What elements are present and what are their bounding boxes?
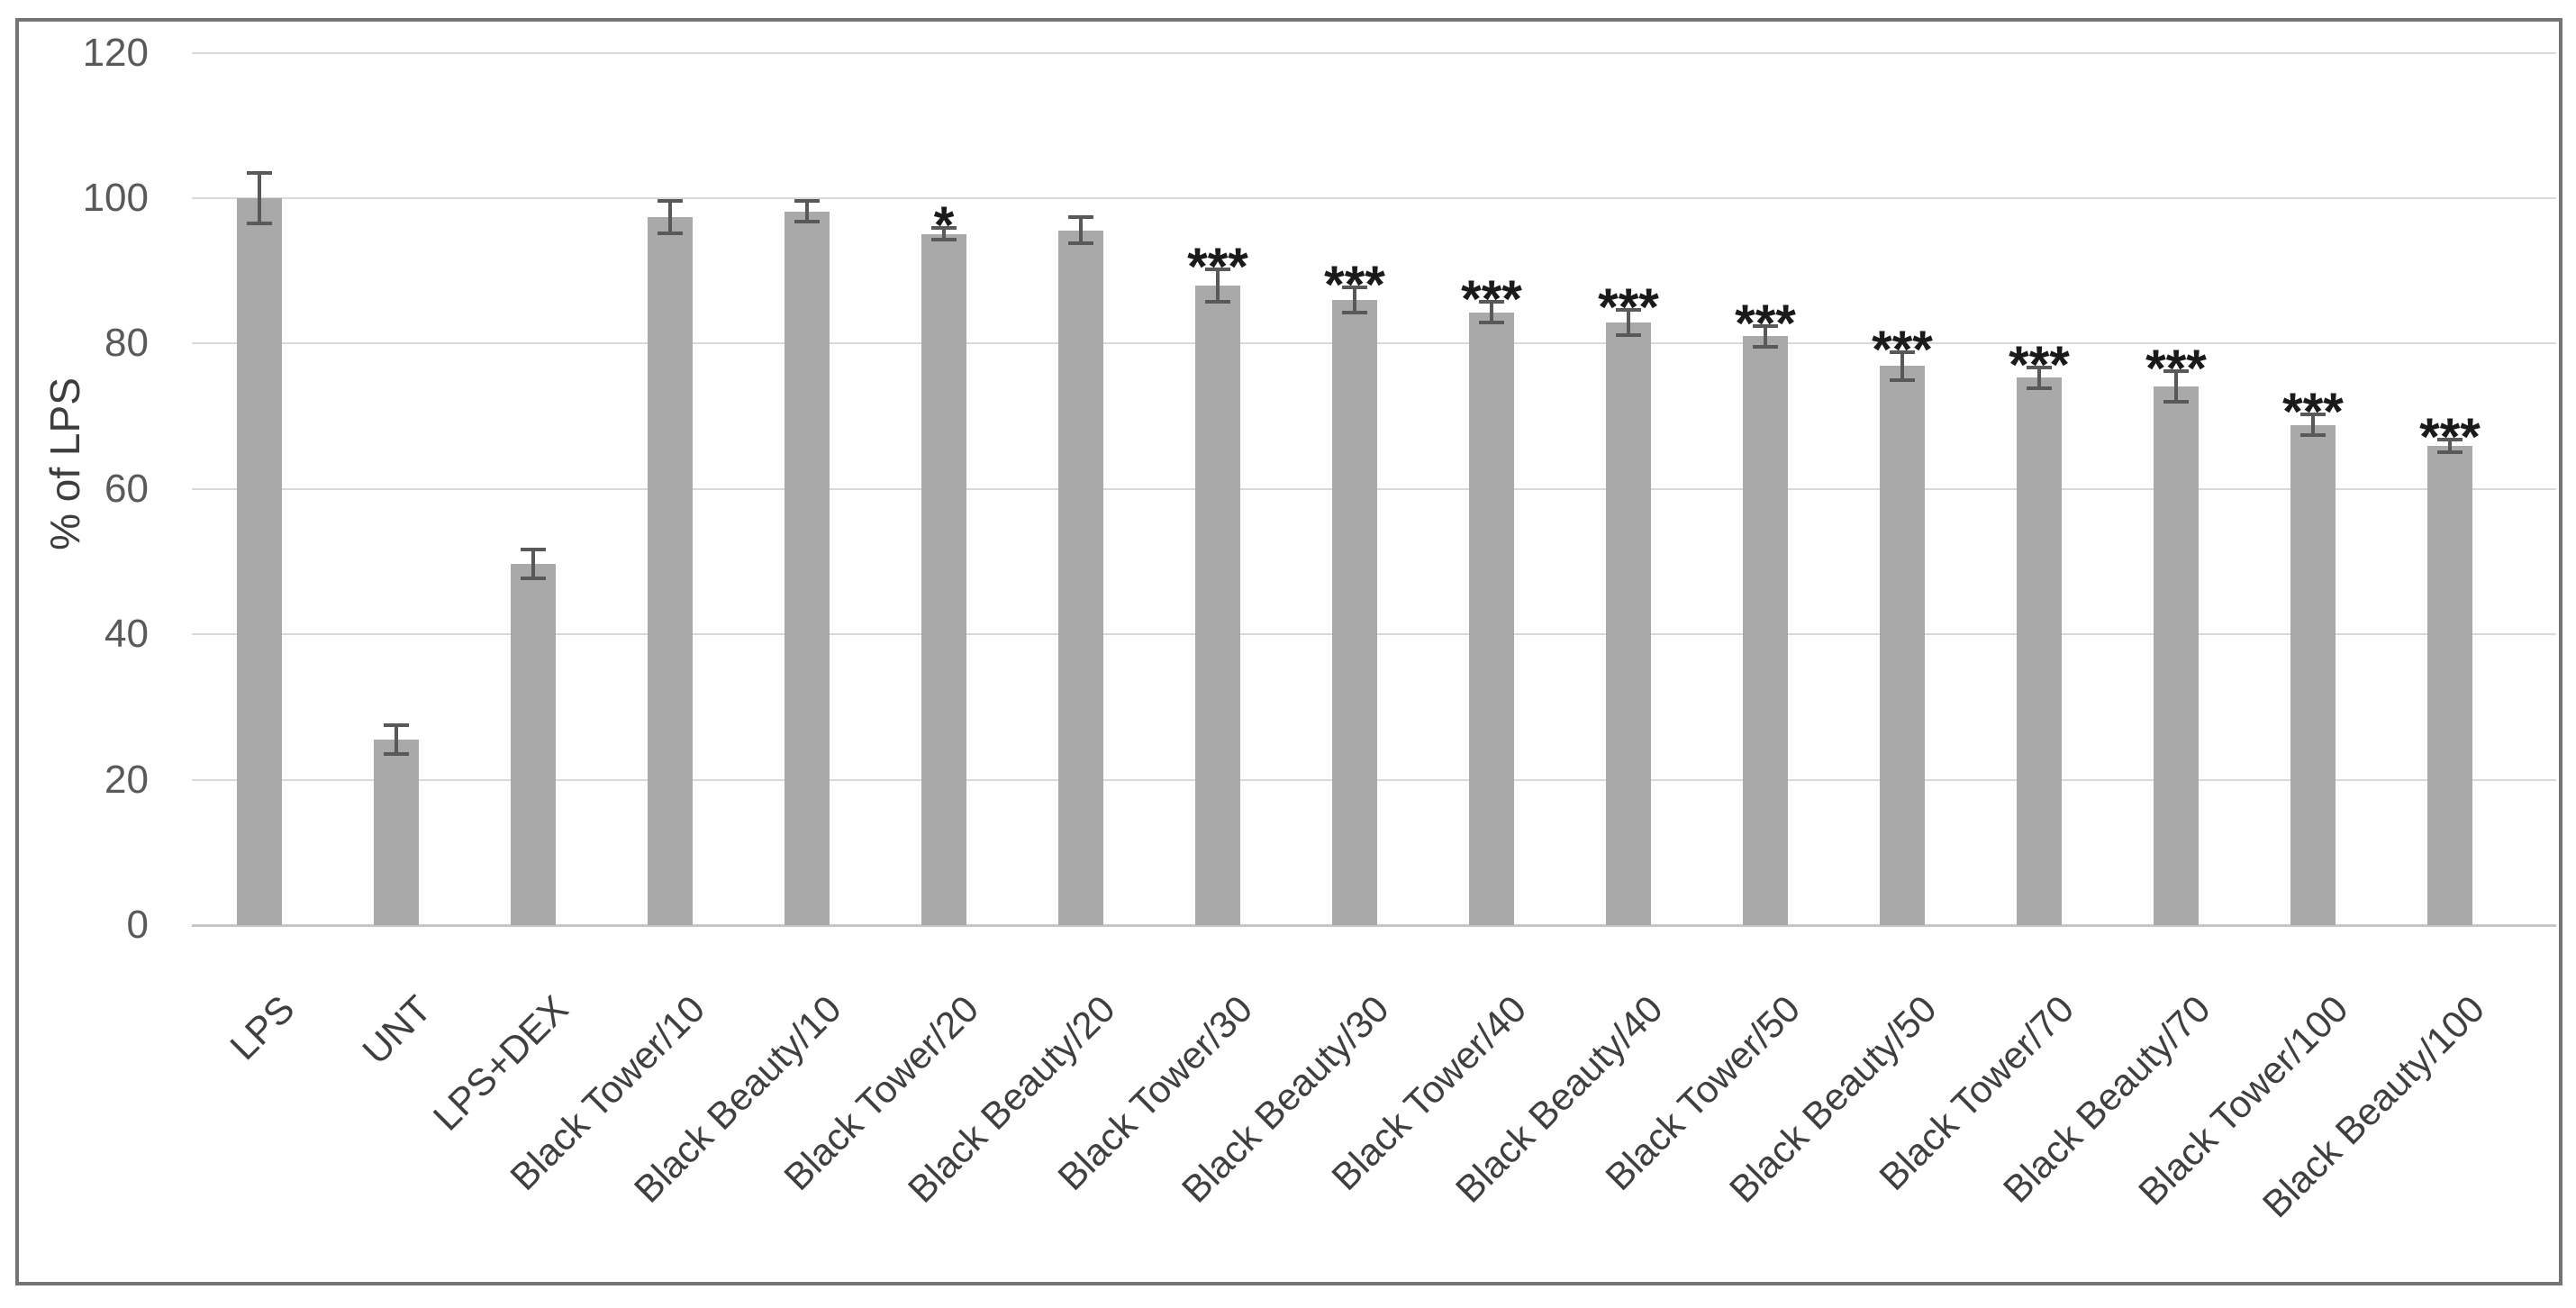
error-bar-cap-bottom [658, 231, 683, 235]
x-axis-line [192, 924, 2556, 927]
significance-marker: *** [1735, 295, 1796, 354]
bar [2017, 377, 2062, 925]
bar [2427, 446, 2472, 925]
chart-border [15, 18, 2562, 1285]
error-bar-line [1216, 269, 1220, 302]
error-bar-cap-top [2437, 437, 2463, 441]
error-bar-line [1764, 326, 1767, 347]
y-tick-label: 20 [104, 757, 149, 802]
error-bar-cap-bottom [2300, 433, 2326, 438]
error-bar-line [531, 549, 535, 579]
error-bar-cap-bottom [2437, 450, 2463, 455]
significance-marker: *** [1187, 238, 1248, 297]
error-bar-cap-top [2163, 369, 2189, 374]
error-bar-line [2448, 439, 2452, 453]
error-bar-line [2311, 414, 2315, 436]
error-bar-cap-top [521, 547, 546, 551]
error-bar-cap-top [1479, 300, 1504, 304]
error-bar-cap-bottom [1479, 320, 1504, 324]
bar [374, 740, 419, 925]
bar [1332, 299, 1377, 925]
bar [2290, 424, 2336, 925]
error-bar-cap-top [2300, 413, 2326, 417]
error-bar-cap-top [931, 226, 957, 231]
error-bar-cap-bottom [931, 237, 957, 241]
error-bar-line [395, 725, 398, 755]
bar [785, 211, 830, 925]
y-tick-label: 0 [126, 903, 149, 947]
significance-marker: *** [2282, 383, 2344, 442]
error-bar-cap-bottom [1890, 377, 1915, 382]
y-tick-label: 80 [104, 321, 149, 366]
significance-marker: *** [1461, 270, 1522, 330]
error-bar-cap-top [658, 199, 683, 204]
bar [921, 233, 966, 925]
bar [2154, 386, 2199, 925]
gridline [192, 197, 2556, 199]
error-bar-line [258, 172, 261, 224]
y-tick-label: 60 [104, 466, 149, 511]
error-bar-line [1900, 352, 1904, 380]
error-bar-line [805, 201, 809, 222]
error-bar-cap-top [247, 170, 272, 175]
bar [1469, 312, 1514, 925]
error-bar-cap-top [1753, 324, 1778, 329]
significance-marker: *** [2009, 336, 2070, 395]
y-axis-title-text: % of LPS [41, 377, 88, 550]
error-bar-cap-bottom [1342, 310, 1367, 314]
error-bar-line [668, 201, 672, 233]
error-bar-line [2174, 371, 2178, 402]
significance-marker: *** [1872, 321, 1933, 380]
significance-marker: *** [1324, 256, 1385, 315]
bar [511, 563, 556, 925]
error-bar-cap-bottom [1753, 344, 1778, 349]
error-bar-cap-bottom [521, 577, 546, 581]
y-tick-label: 40 [104, 612, 149, 657]
error-bar-cap-bottom [794, 219, 820, 223]
error-bar-cap-bottom [1616, 332, 1641, 337]
error-bar-cap-bottom [384, 752, 409, 757]
error-bar-line [1627, 310, 1630, 335]
error-bar-cap-bottom [1068, 241, 1093, 246]
error-bar-cap-bottom [2163, 399, 2189, 404]
significance-marker: *** [2145, 340, 2207, 399]
error-bar-line [1353, 287, 1356, 313]
significance-marker: * [933, 196, 955, 256]
error-bar-cap-top [1205, 268, 1230, 272]
bar [237, 198, 282, 925]
bar [1880, 366, 1925, 925]
error-bar-line [1490, 302, 1493, 322]
error-bar-cap-top [794, 199, 820, 204]
error-bar-cap-top [1068, 214, 1093, 219]
bar [1606, 322, 1651, 925]
error-bar-cap-top [1890, 350, 1915, 355]
error-bar-cap-bottom [2027, 386, 2052, 390]
significance-marker: *** [1598, 278, 1659, 338]
gridline [192, 51, 2556, 54]
error-bar-line [942, 228, 946, 240]
bar [1058, 230, 1103, 925]
error-bar-cap-bottom [1205, 299, 1230, 304]
y-tick-label: 100 [82, 176, 149, 220]
bar [1195, 285, 1240, 925]
error-bar-line [2037, 368, 2041, 388]
error-bar-cap-bottom [247, 222, 272, 226]
error-bar-line [1079, 216, 1083, 244]
bar [648, 216, 693, 925]
significance-marker: *** [2419, 407, 2481, 467]
y-tick-label: 120 [82, 30, 149, 75]
error-bar-cap-top [384, 723, 409, 728]
bar [1743, 336, 1788, 925]
error-bar-cap-top [1342, 286, 1367, 290]
error-bar-cap-top [1616, 308, 1641, 313]
error-bar-cap-top [2027, 366, 2052, 370]
